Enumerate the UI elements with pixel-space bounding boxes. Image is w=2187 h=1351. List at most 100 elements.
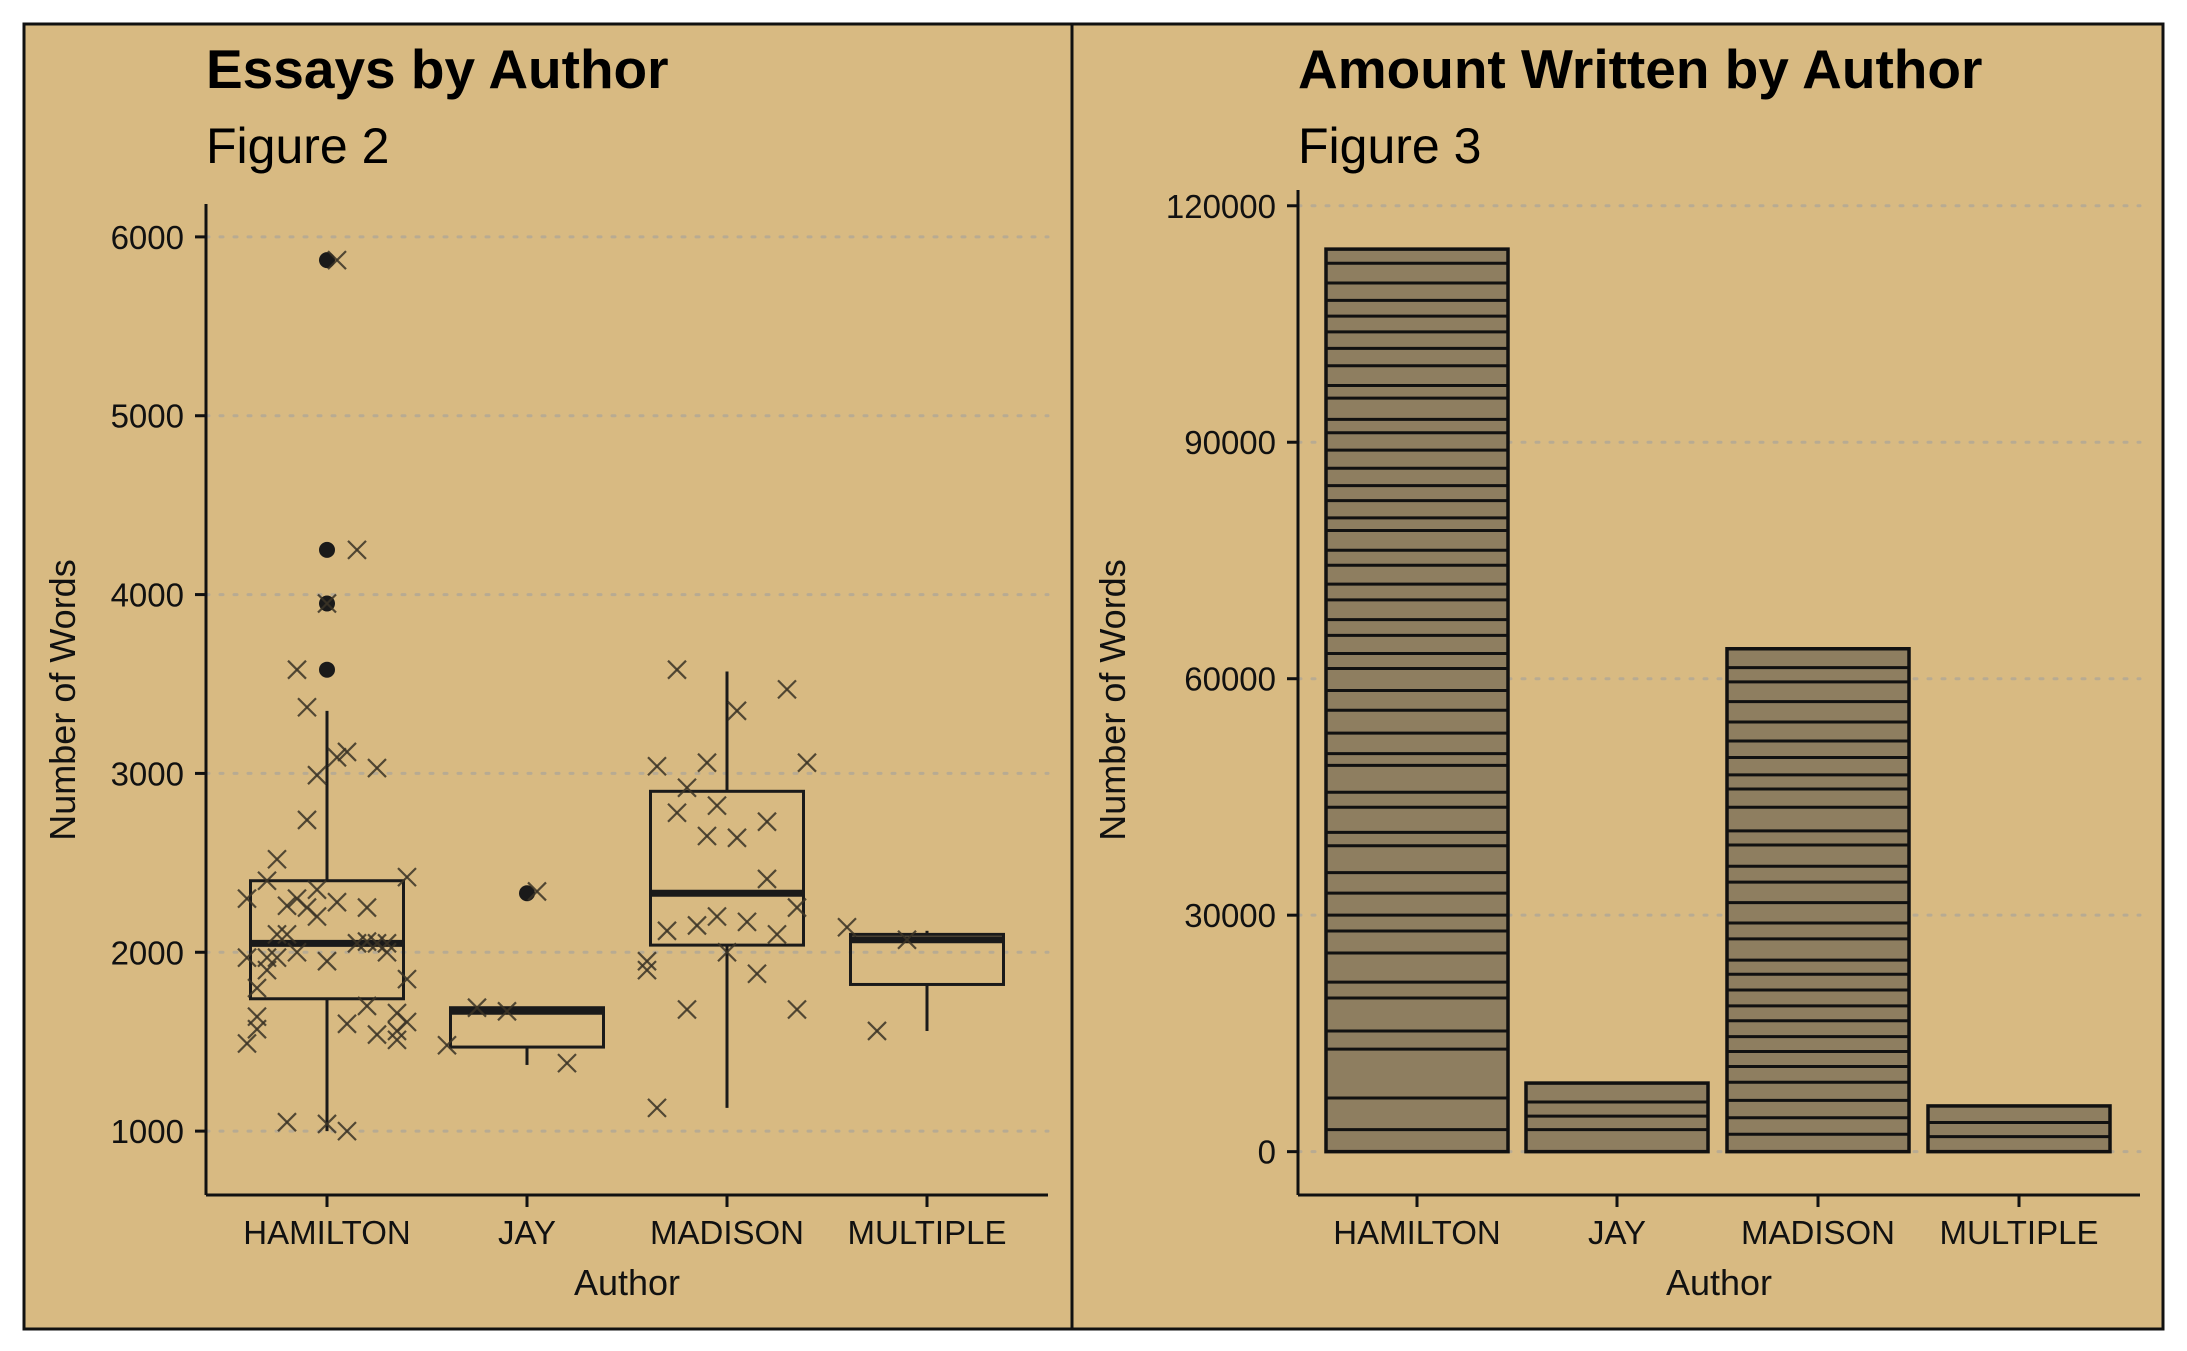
bar-hamilton	[1324, 247, 1510, 1154]
y-tick-label-3000: 3000	[111, 755, 184, 792]
jitter-point-madison	[767, 924, 787, 945]
jitter-stroke	[777, 679, 797, 700]
jitter-point-madison	[707, 795, 727, 816]
jitter-stroke	[277, 1112, 297, 1132]
outlier-point	[319, 541, 335, 558]
jitter-point-madison	[687, 915, 707, 936]
jitter-stroke	[287, 942, 307, 963]
jitter-point-madison	[647, 756, 667, 777]
jitter-point-madison	[757, 869, 777, 889]
bar-madison	[1725, 647, 1911, 1154]
jitter-stroke	[897, 929, 917, 950]
jitter-stroke	[277, 924, 297, 945]
jitter-stroke	[667, 659, 687, 680]
boxplot-subtitle: Figure 2	[206, 118, 389, 174]
barchart-y-ticks: 0 30000 60000 90000 120000	[1166, 188, 1298, 1171]
x-tick-label-madison: MADISON	[1741, 1214, 1895, 1251]
boxplot-boxes	[249, 252, 1005, 1132]
y-tick-label-4000: 4000	[111, 577, 184, 614]
jitter-point-madison	[697, 752, 717, 773]
jitter-point-multiple	[897, 929, 917, 950]
jitter-stroke	[397, 1012, 417, 1032]
jitter-stroke	[387, 1003, 407, 1023]
jitter-point-hamilton	[307, 765, 327, 785]
jitter-stroke	[637, 960, 657, 980]
jitter-stroke	[667, 802, 687, 823]
barchart-bars	[1324, 247, 2112, 1154]
jitter-stroke	[257, 960, 277, 980]
jitter-stroke	[367, 1024, 387, 1045]
jitter-point-madison	[757, 811, 777, 832]
barchart-x-ticks: HAMILTON JAY MADISON MULTIPLE	[1333, 1195, 2098, 1251]
jitter-point-hamilton	[267, 849, 287, 870]
jitter-point-hamilton	[397, 969, 417, 989]
jitter-point-madison	[677, 999, 697, 1020]
jitter-stroke	[337, 1121, 357, 1141]
jitter-point-hamilton	[237, 947, 257, 968]
y-tick-label-90000: 90000	[1184, 424, 1276, 461]
bar-chart: Amount Written by Author Figure 3 0 30000…	[1092, 38, 2142, 1303]
boxplot-title: Essays by Author	[206, 38, 669, 100]
jitter-point-jay	[437, 1035, 457, 1056]
jitter-stroke	[247, 1019, 267, 1039]
jitter-point-madison	[797, 752, 817, 773]
barchart-y-axis-label: Number of Words	[1092, 559, 1133, 840]
x-tick-label-jay: JAY	[1588, 1214, 1646, 1251]
jitter-point-hamilton	[377, 933, 397, 954]
y-tick-label-6000: 6000	[111, 219, 184, 256]
bar-rect	[1725, 647, 1911, 1154]
jitter-stroke	[697, 752, 717, 773]
jitter-point-hamilton	[307, 879, 327, 900]
jitter-point-madison	[637, 960, 657, 980]
jitter-stroke	[707, 906, 727, 927]
jitter-point-hamilton	[267, 947, 287, 968]
barchart-title: Amount Written by Author	[1298, 38, 1982, 100]
jitter-stroke	[397, 969, 417, 989]
jitter-point-hamilton	[397, 1012, 417, 1032]
jitter-stroke	[297, 697, 317, 718]
box-iqr	[249, 879, 405, 1001]
boxplot-x-axis-label: Author	[574, 1262, 680, 1303]
jitter-stroke	[357, 897, 377, 918]
jitter-stroke	[727, 701, 747, 721]
jitter-stroke	[647, 1098, 667, 1118]
box-iqr	[649, 789, 805, 947]
bar-jay	[1524, 1081, 1710, 1154]
jitter-stroke	[237, 947, 257, 968]
jitter-stroke	[267, 947, 287, 968]
boxplot-x-ticks: HAMILTON JAY MADISON MULTIPLE	[243, 1195, 1006, 1251]
jitter-point-hamilton	[247, 978, 267, 998]
bar-rect	[1926, 1104, 2112, 1154]
left-panel-background	[22, 22, 1074, 1331]
jitter-point-hamilton	[297, 697, 317, 718]
jitter-stroke	[357, 996, 377, 1016]
jitter-stroke	[237, 1033, 257, 1054]
box-multiple	[849, 930, 1005, 1031]
jitter-stroke	[797, 752, 817, 773]
jitter-point-hamilton	[397, 867, 417, 887]
jitter-point-hamilton	[257, 960, 277, 980]
jitter-stroke	[467, 997, 487, 1018]
jitter-point-hamilton	[367, 933, 387, 954]
jitter-stroke	[347, 540, 367, 560]
jitter-point-madison	[747, 963, 767, 984]
y-tick-label-30000: 30000	[1184, 897, 1276, 934]
jitter-stroke	[337, 742, 357, 762]
jitter-point-madison	[707, 906, 727, 927]
jitter-point-madison	[657, 921, 677, 941]
boxplot-points	[237, 250, 917, 1141]
x-tick-label-jay: JAY	[498, 1214, 556, 1251]
box-hamilton	[249, 252, 405, 1132]
jitter-stroke	[767, 924, 787, 945]
jitter-stroke	[317, 1114, 337, 1134]
jitter-stroke	[437, 1035, 457, 1056]
jitter-stroke	[527, 881, 547, 902]
jitter-point-hamilton	[287, 942, 307, 963]
jitter-point-madison	[727, 828, 747, 848]
jitter-point-hamilton	[287, 888, 307, 909]
jitter-point-hamilton	[277, 924, 297, 945]
jitter-point-hamilton	[317, 951, 337, 971]
jitter-stroke	[307, 906, 327, 927]
jitter-stroke	[747, 963, 767, 984]
jitter-stroke	[327, 892, 347, 912]
